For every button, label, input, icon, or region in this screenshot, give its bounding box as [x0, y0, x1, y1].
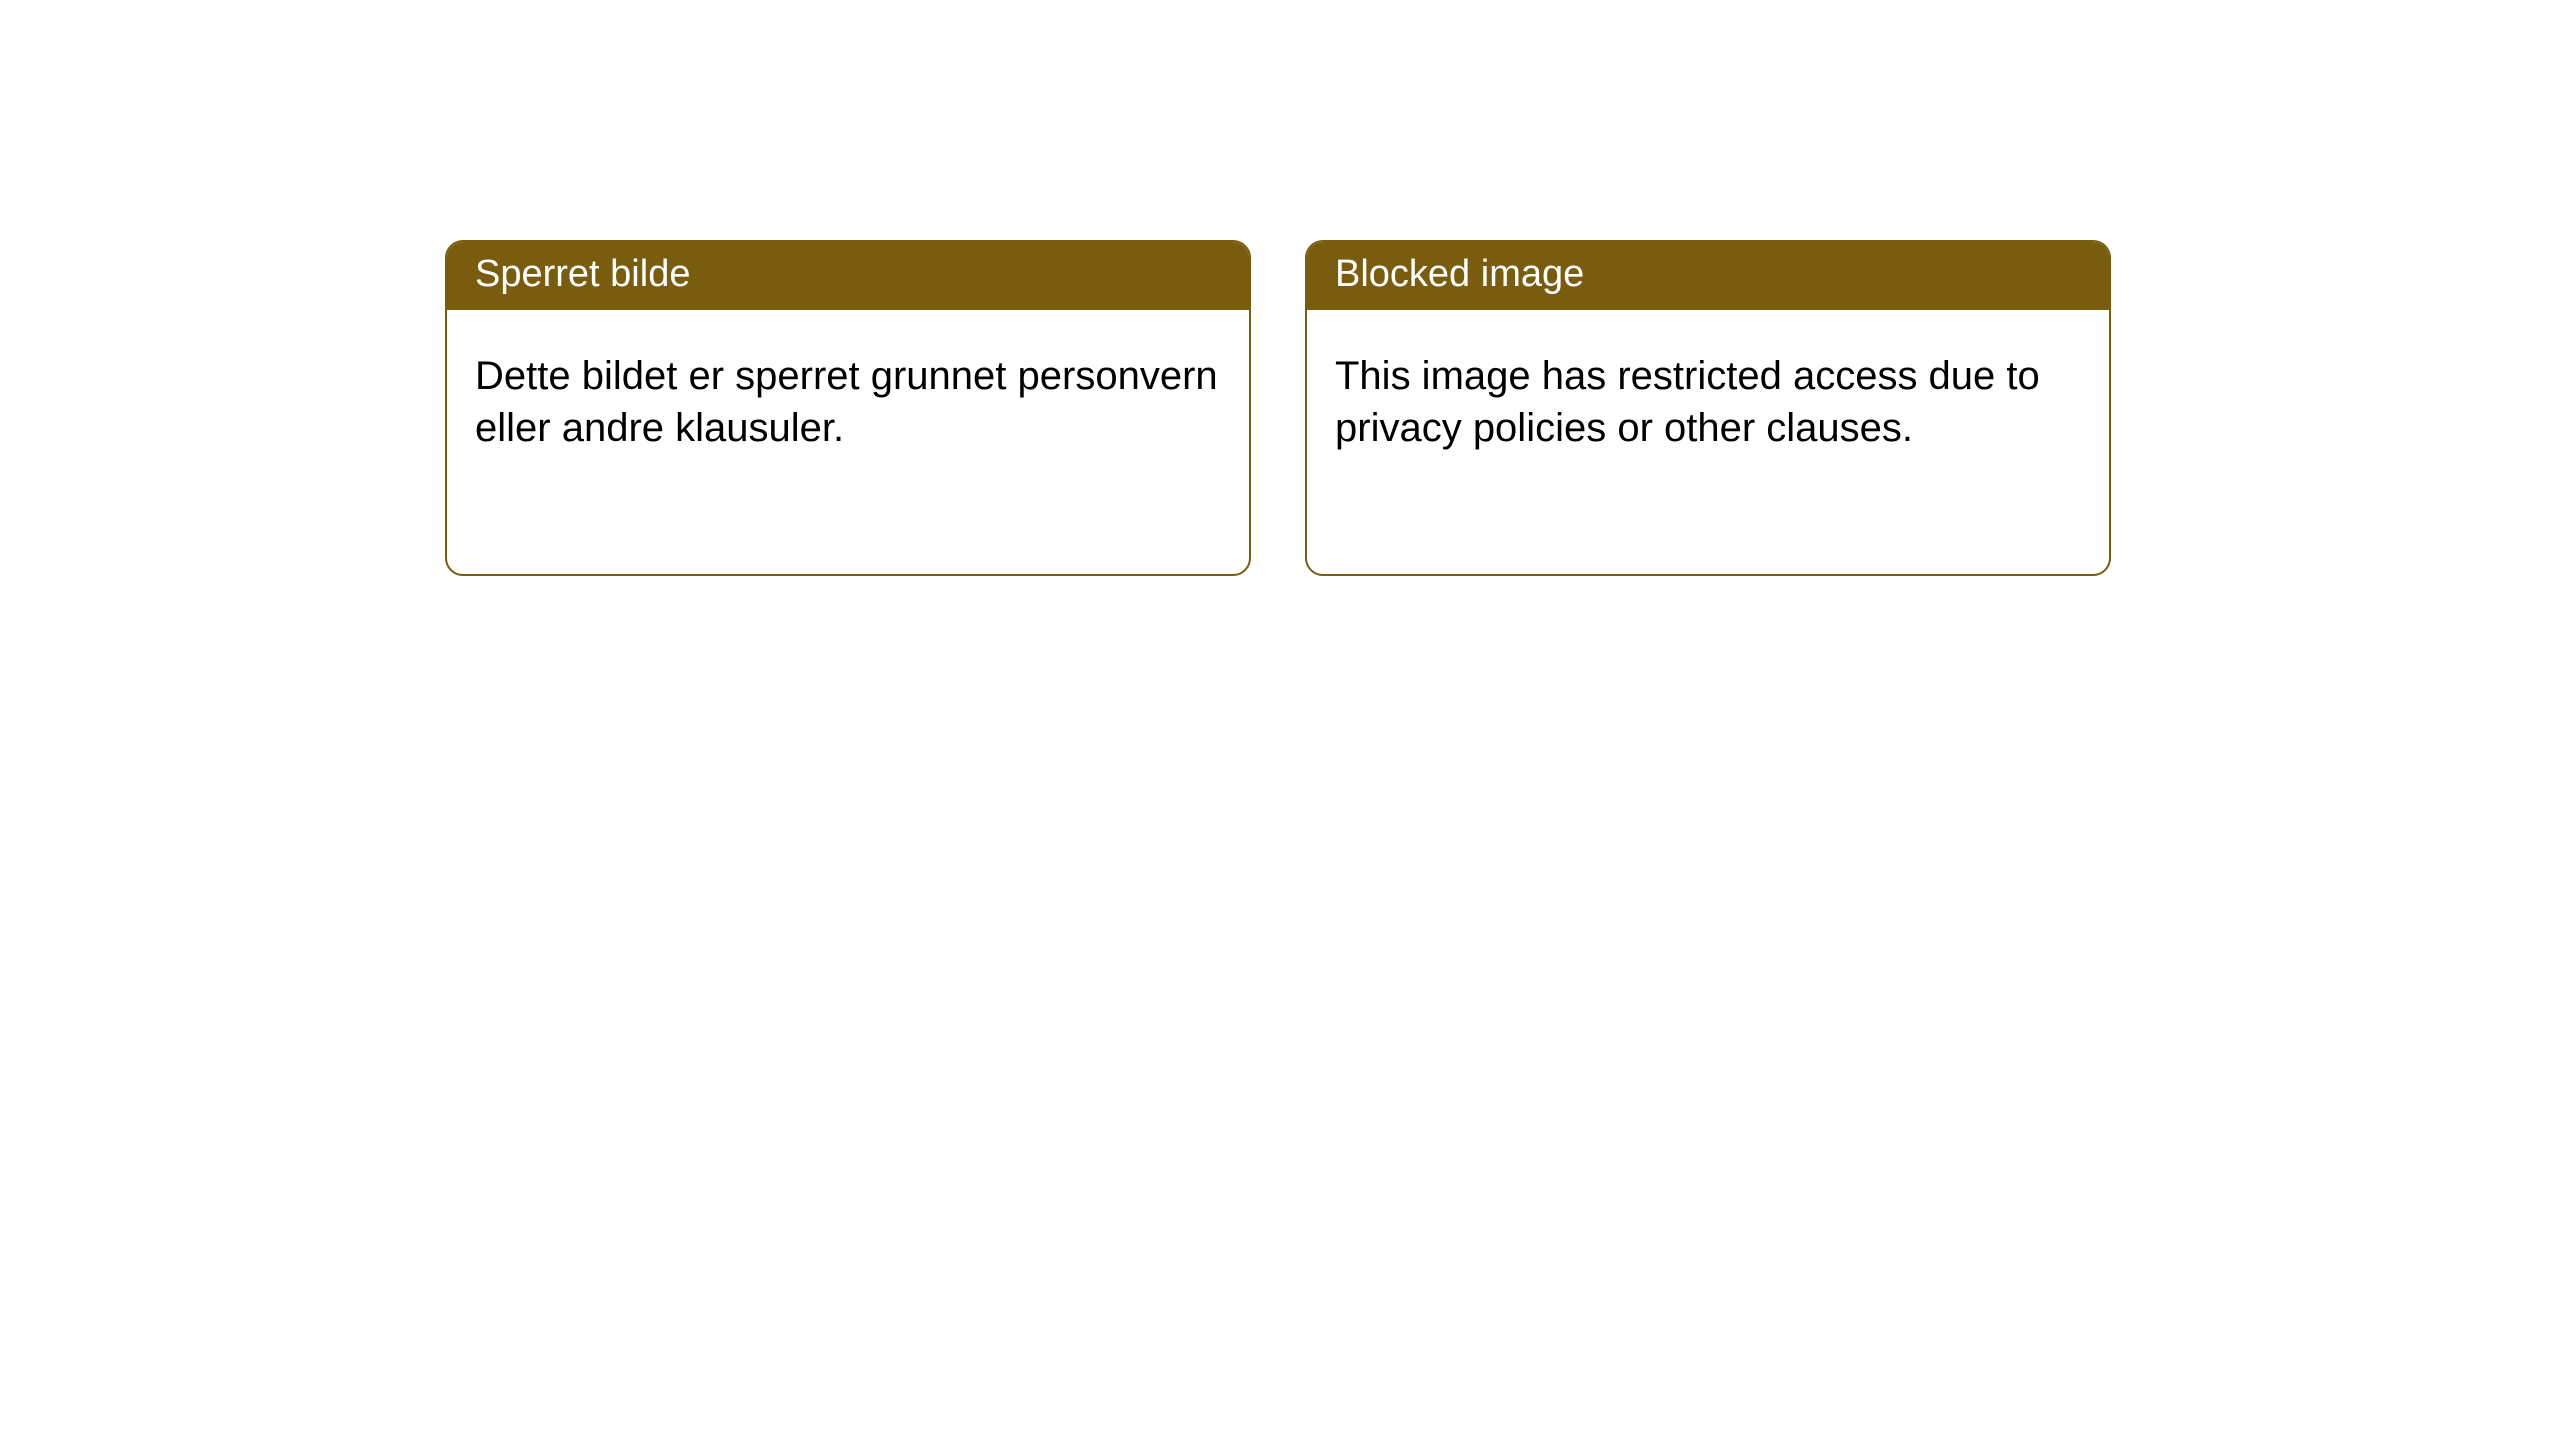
card-title: Sperret bilde: [475, 253, 690, 295]
blocked-image-card-no: Sperret bilde Dette bildet er sperret gr…: [445, 240, 1251, 576]
card-title: Blocked image: [1335, 253, 1584, 295]
card-header: Sperret bilde: [447, 242, 1249, 310]
card-container: Sperret bilde Dette bildet er sperret gr…: [0, 0, 2560, 576]
card-header: Blocked image: [1307, 242, 2109, 310]
card-body: Dette bildet er sperret grunnet personve…: [447, 310, 1249, 482]
card-message: Dette bildet er sperret grunnet personve…: [475, 354, 1218, 450]
blocked-image-card-en: Blocked image This image has restricted …: [1305, 240, 2111, 576]
card-body: This image has restricted access due to …: [1307, 310, 2109, 482]
card-message: This image has restricted access due to …: [1335, 354, 2040, 450]
